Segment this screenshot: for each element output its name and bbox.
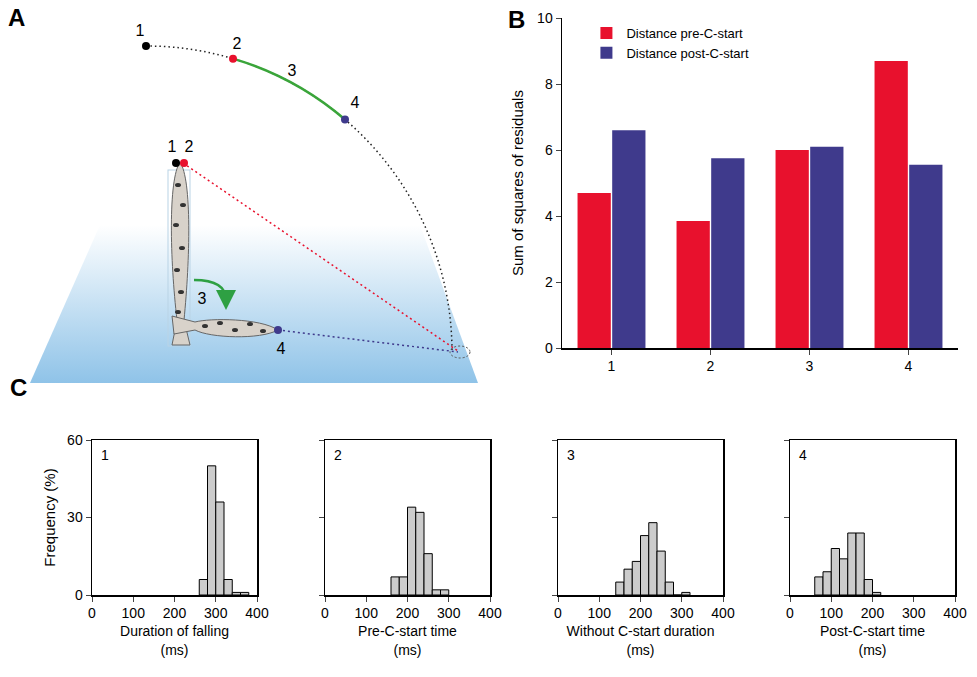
svg-text:Sum of squares of residuals: Sum of squares of residuals: [509, 90, 526, 276]
svg-text:30: 30: [67, 509, 83, 525]
svg-text:Without C-start duration(ms): Without C-start duration(ms): [567, 623, 715, 657]
svg-text:Pre-C-start time(ms): Pre-C-start time(ms): [358, 623, 457, 657]
svg-text:2: 2: [233, 35, 242, 52]
svg-text:4: 4: [351, 94, 360, 111]
svg-text:400: 400: [245, 605, 269, 621]
svg-text:C: C: [10, 374, 27, 401]
svg-text:3: 3: [567, 447, 575, 463]
svg-text:400: 400: [478, 605, 502, 621]
svg-text:100: 100: [588, 605, 612, 621]
svg-text:200: 200: [163, 605, 187, 621]
svg-text:Frequency (%): Frequency (%): [41, 468, 58, 566]
svg-text:100: 100: [122, 605, 146, 621]
svg-text:4: 4: [799, 447, 807, 463]
svg-text:0: 0: [545, 340, 553, 356]
svg-text:Post-C-start time(ms): Post-C-start time(ms): [820, 623, 925, 657]
svg-text:100: 100: [820, 605, 844, 621]
svg-text:2: 2: [334, 447, 342, 463]
svg-text:6: 6: [545, 142, 553, 158]
svg-text:3: 3: [198, 290, 207, 307]
svg-text:3: 3: [288, 62, 297, 79]
svg-text:10: 10: [537, 10, 553, 26]
svg-text:300: 300: [670, 605, 694, 621]
svg-text:8: 8: [545, 76, 553, 92]
svg-text:2: 2: [185, 138, 194, 155]
svg-text:0: 0: [321, 605, 329, 621]
svg-text:200: 200: [629, 605, 653, 621]
svg-text:A: A: [8, 4, 25, 31]
svg-text:300: 300: [902, 605, 926, 621]
svg-text:200: 200: [861, 605, 885, 621]
svg-text:60: 60: [67, 432, 83, 448]
svg-text:4: 4: [545, 208, 553, 224]
svg-text:2: 2: [545, 274, 553, 290]
svg-text:0: 0: [554, 605, 562, 621]
svg-text:200: 200: [396, 605, 420, 621]
svg-text:1: 1: [101, 447, 109, 463]
svg-text:Distance post-C-start: Distance post-C-start: [626, 46, 748, 61]
svg-text:1: 1: [608, 358, 616, 374]
svg-text:4: 4: [277, 340, 286, 357]
svg-text:3: 3: [806, 358, 814, 374]
svg-text:400: 400: [943, 605, 967, 621]
svg-text:2: 2: [707, 358, 715, 374]
svg-text:300: 300: [204, 605, 228, 621]
svg-text:0: 0: [75, 587, 83, 603]
svg-text:300: 300: [437, 605, 461, 621]
svg-text:1: 1: [168, 138, 177, 155]
svg-text:Distance pre-C-start: Distance pre-C-start: [626, 26, 743, 41]
svg-text:B: B: [508, 6, 525, 33]
svg-text:0: 0: [786, 605, 794, 621]
svg-text:100: 100: [355, 605, 379, 621]
svg-text:0: 0: [88, 605, 96, 621]
svg-text:4: 4: [905, 358, 913, 374]
svg-text:1: 1: [136, 22, 145, 39]
svg-text:Duration of falling(ms): Duration of falling(ms): [120, 623, 229, 657]
svg-text:400: 400: [711, 605, 735, 621]
